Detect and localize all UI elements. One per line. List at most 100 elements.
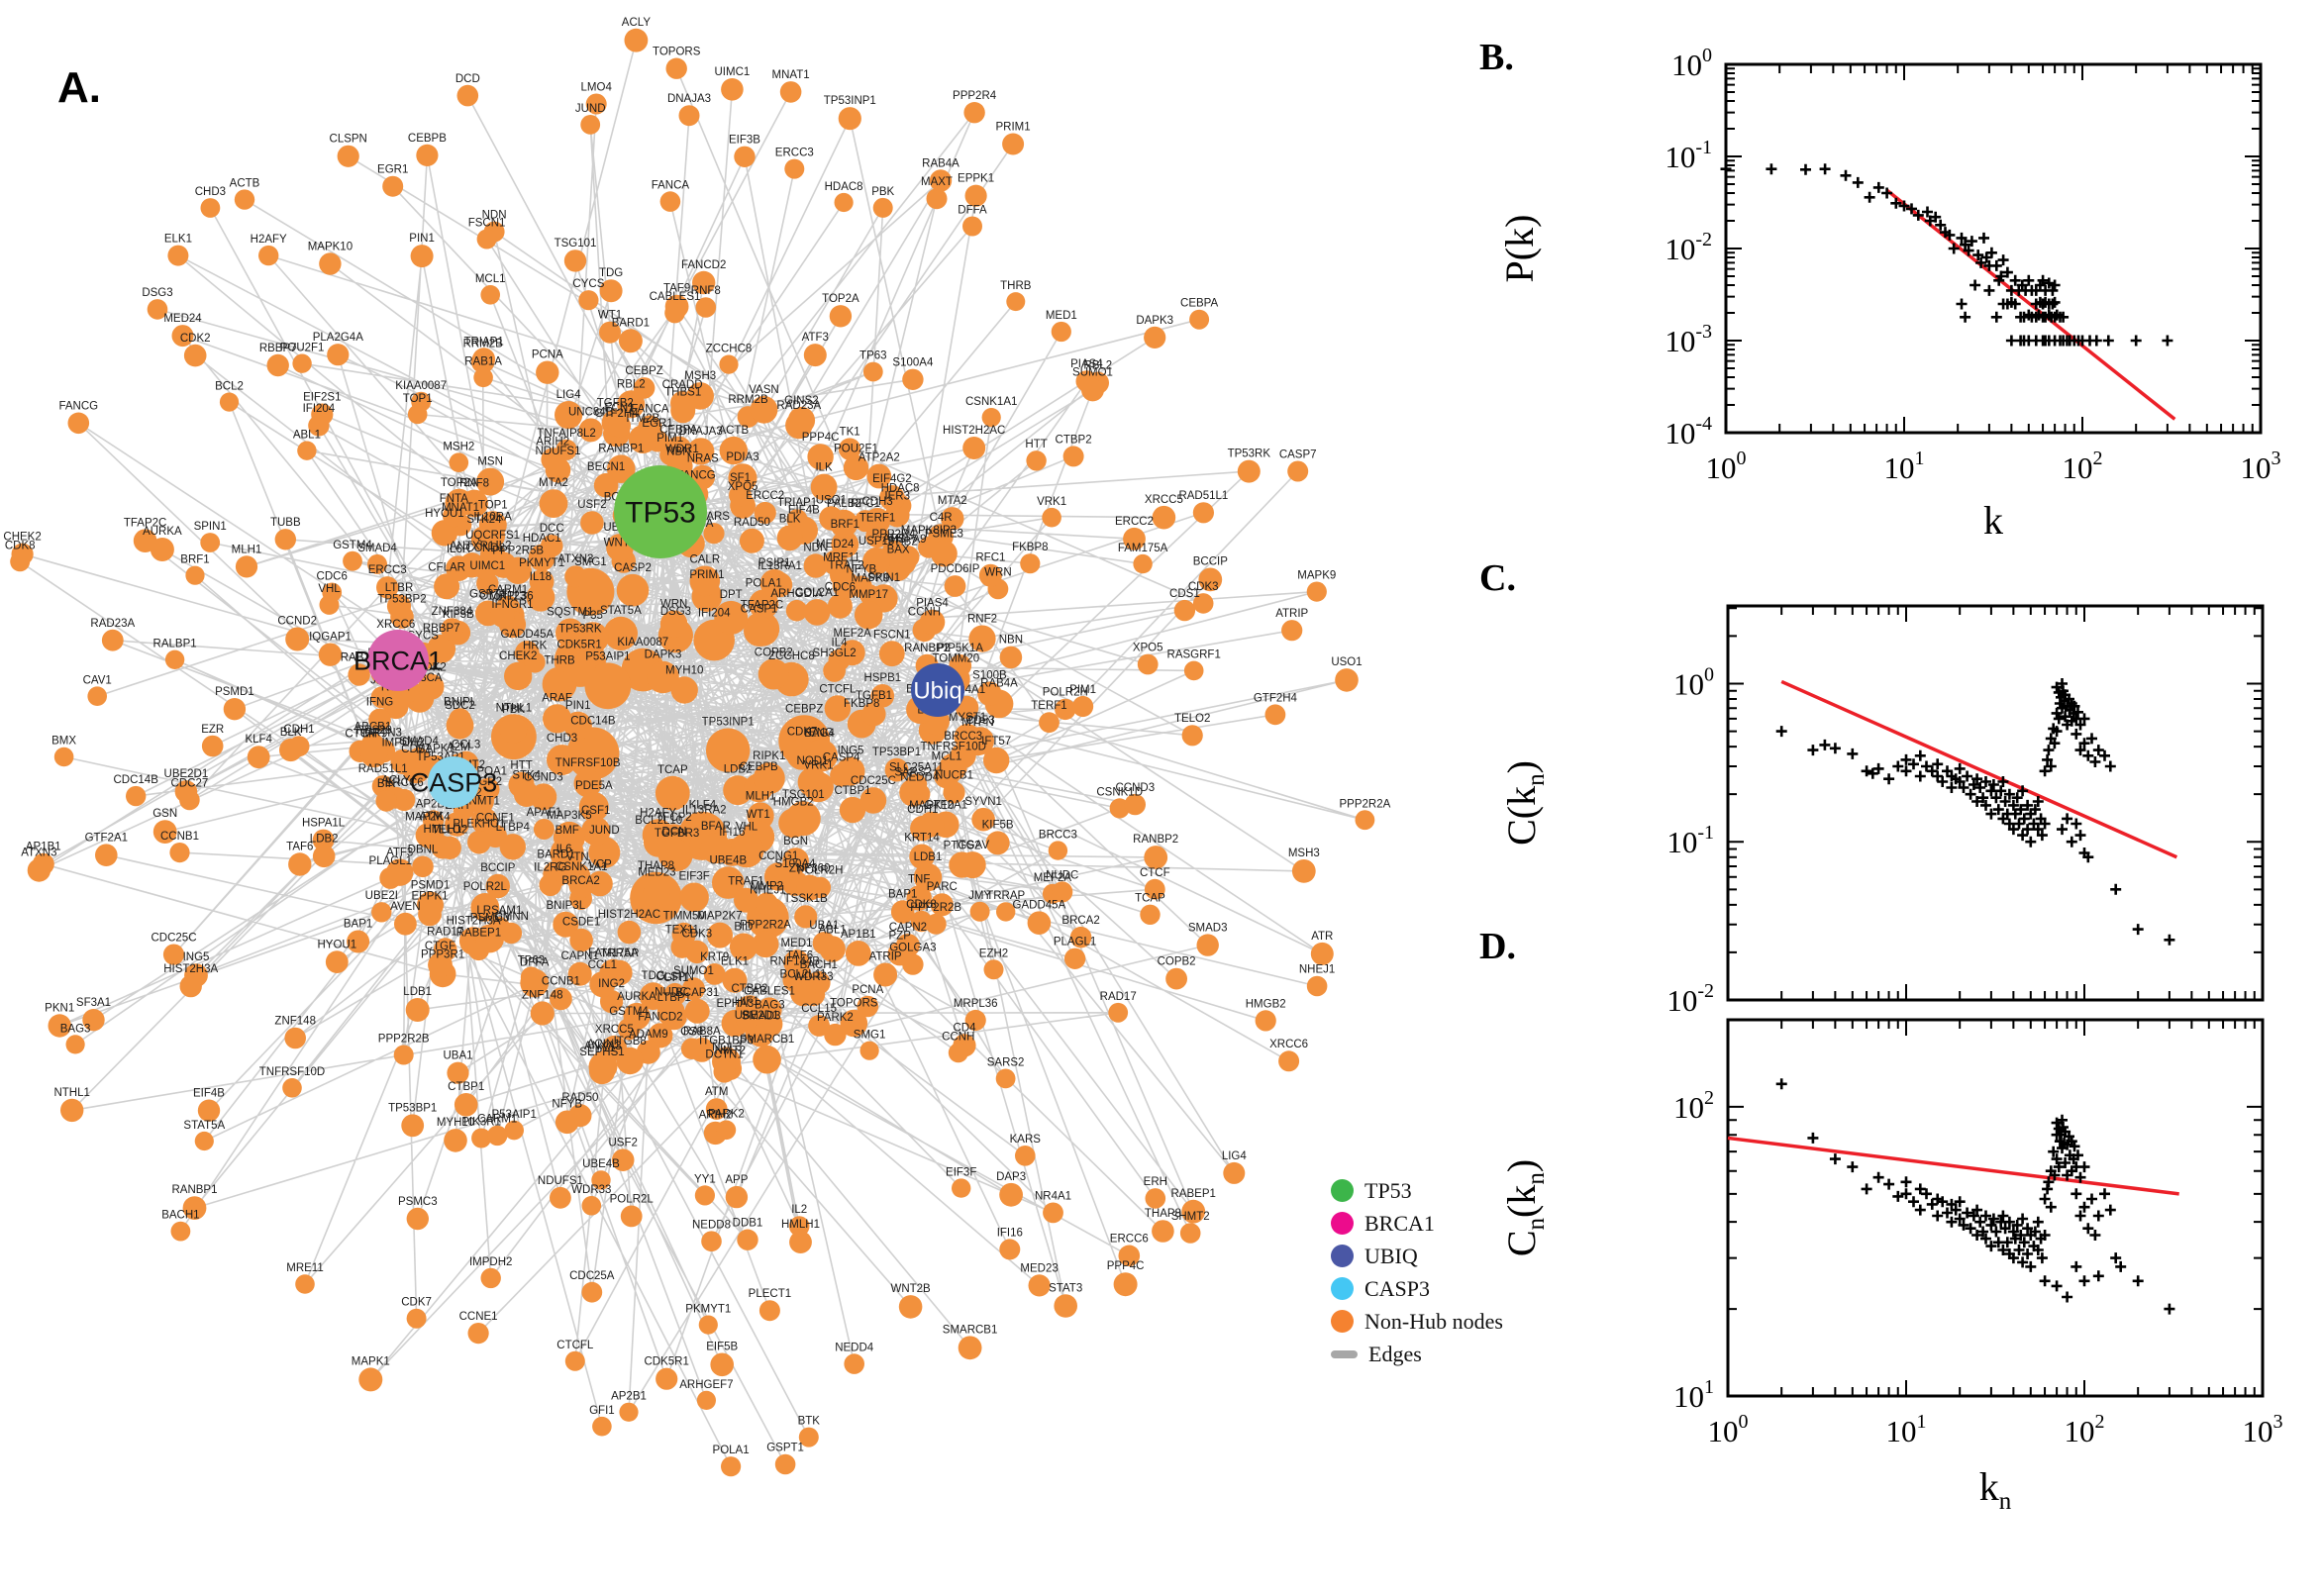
plot-frame-D xyxy=(1726,1018,2265,1398)
hub-label-casp3: CASP3 xyxy=(410,767,498,797)
non-hub-node xyxy=(348,663,370,686)
non-hub-node xyxy=(803,553,828,578)
node-label: ACIN1 xyxy=(587,1039,621,1050)
non-hub-node xyxy=(1287,460,1309,482)
x-tick-label-B: 103 xyxy=(2241,448,2281,485)
node-label: UBE2I xyxy=(365,890,398,902)
node-label: USO1 xyxy=(1331,656,1362,668)
non-hub-node xyxy=(359,736,388,765)
x-axis-title-B: k xyxy=(1983,498,2003,543)
non-hub-node xyxy=(223,698,247,721)
non-hub-node xyxy=(918,811,945,838)
non-hub-node xyxy=(1181,1199,1206,1224)
non-hub-node xyxy=(656,1367,678,1390)
node-label: POLA1 xyxy=(713,1445,750,1456)
y-tick-label-C: 10-2 xyxy=(1666,980,1714,1018)
node-label: TP53BP2 xyxy=(377,593,426,605)
node-label: HDAC8 xyxy=(881,483,920,495)
node-label: SMAD4 xyxy=(399,736,439,748)
non-hub-node xyxy=(454,1093,478,1117)
node-label: CSF1 xyxy=(581,805,610,817)
non-hub-node xyxy=(247,746,270,769)
non-hub-node xyxy=(843,454,869,481)
non-hub-node xyxy=(167,245,189,266)
non-hub-node xyxy=(553,821,585,853)
non-hub-node xyxy=(995,1068,1016,1089)
non-hub-node xyxy=(581,1281,603,1303)
node-label: LDB2 xyxy=(310,834,339,846)
non-hub-node xyxy=(734,146,756,167)
node-label: NOD1 xyxy=(797,755,829,767)
non-hub-node xyxy=(863,508,891,535)
non-hub-node xyxy=(968,625,996,652)
node-label: ZCCHC8 xyxy=(768,650,815,662)
node-label: FANCG xyxy=(58,401,98,413)
non-hub-node xyxy=(580,115,601,135)
non-hub-node xyxy=(504,1120,524,1141)
data-points-D xyxy=(1775,1078,2175,1315)
non-hub-node xyxy=(185,565,205,585)
node-label: H2AFY xyxy=(640,807,676,819)
node-label: IFI204 xyxy=(698,608,731,620)
non-hub-node xyxy=(390,605,414,629)
non-hub-node xyxy=(1113,1272,1138,1297)
node-label: HDAC8 xyxy=(825,181,863,193)
non-hub-node xyxy=(713,1060,736,1083)
non-hub-node xyxy=(438,836,461,859)
non-hub-node xyxy=(680,1038,703,1059)
non-hub-node xyxy=(1140,904,1161,925)
node-label: CAPN1 xyxy=(561,950,599,962)
non-hub-node xyxy=(556,618,585,648)
non-hub-node xyxy=(1196,934,1219,956)
non-hub-node xyxy=(954,724,981,750)
node-label: POLR2L xyxy=(610,1193,655,1205)
node-label: PDIA3 xyxy=(726,451,758,463)
node-label: CCNG1 xyxy=(758,850,798,862)
node-label: NUDC xyxy=(655,986,687,998)
non-hub-node xyxy=(580,511,604,535)
node-label: RNF2 xyxy=(967,614,997,626)
node-label: IFI16 xyxy=(997,1228,1023,1240)
non-hub-node xyxy=(584,662,632,710)
node-label: PBK xyxy=(871,186,894,198)
node-label: TP53RK xyxy=(1228,449,1271,460)
node-label: PLECT1 xyxy=(749,1288,791,1300)
non-hub-node xyxy=(67,412,90,435)
node-label: LIG4 xyxy=(1222,1150,1248,1162)
non-hub-node xyxy=(643,878,671,906)
non-hub-node xyxy=(235,555,258,578)
node-label: HDAC1 xyxy=(523,533,561,545)
non-hub-node xyxy=(1144,326,1166,349)
node-label: BID xyxy=(734,921,753,933)
node-label: NBN xyxy=(666,447,690,458)
node-label: MYH10 xyxy=(437,1117,474,1129)
x-tick-label-D: 101 xyxy=(1886,1411,1927,1448)
node-label: CCND2 xyxy=(465,543,505,554)
non-hub-node xyxy=(909,844,935,869)
node-label: COPB2 xyxy=(1158,956,1196,968)
node-label: GMNN xyxy=(494,911,529,923)
node-label: CDC25C xyxy=(151,933,196,945)
non-hub-node xyxy=(1048,841,1068,860)
non-hub-node xyxy=(282,1078,302,1098)
non-hub-node xyxy=(581,1196,602,1216)
node-label: MAPK9 xyxy=(1297,570,1336,582)
non-hub-node xyxy=(971,807,995,832)
non-hub-node xyxy=(620,1205,643,1228)
non-hub-node xyxy=(774,1453,796,1475)
non-hub-node xyxy=(588,1057,616,1085)
non-hub-node xyxy=(589,971,616,998)
node-label: ARHGDIA xyxy=(770,588,823,600)
non-hub-node xyxy=(840,1009,868,1038)
node-label: EZH2 xyxy=(979,948,1008,959)
node-label: DAPK3 xyxy=(645,649,682,661)
node-label: AURKA xyxy=(617,991,656,1003)
node-label: MED23 xyxy=(1020,1262,1058,1274)
non-hub-node xyxy=(219,392,240,412)
non-hub-node xyxy=(969,901,990,922)
node-label: IQGAP1 xyxy=(309,632,352,644)
non-hub-node xyxy=(794,905,818,929)
non-hub-node xyxy=(884,757,909,782)
node-label: CDC27 xyxy=(171,778,209,790)
non-hub-node xyxy=(578,418,603,443)
